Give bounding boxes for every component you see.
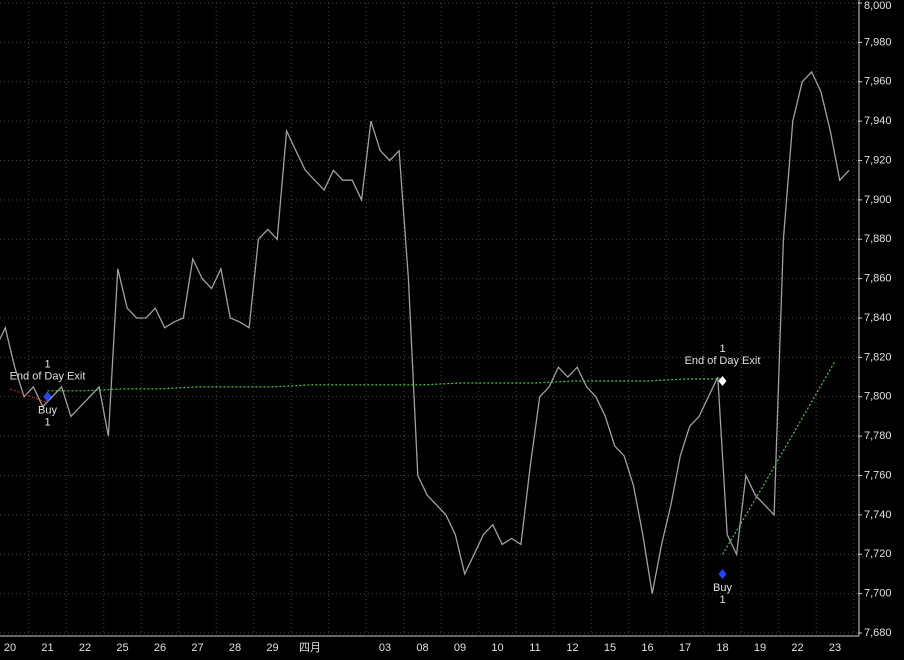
x-tick-label: 23 bbox=[829, 642, 841, 654]
x-tick-label: 19 bbox=[754, 642, 766, 654]
y-tick-label: 8,000 bbox=[864, 0, 892, 12]
y-tick-label: 7,780 bbox=[864, 430, 892, 442]
y-tick-label: 7,940 bbox=[864, 115, 892, 127]
series-line bbox=[0, 70, 850, 594]
y-tick-label: 7,860 bbox=[864, 273, 892, 285]
x-tick-label: 09 bbox=[454, 642, 466, 654]
trade-label: End of Day Exit bbox=[685, 355, 761, 367]
x-tick-label: 22 bbox=[791, 642, 803, 654]
trade-qty: 1 bbox=[719, 594, 725, 606]
x-tick-label: 20 bbox=[4, 642, 16, 654]
y-tick-label: 7,800 bbox=[864, 391, 892, 403]
y-tick-label: 7,720 bbox=[864, 548, 892, 560]
x-tick-label: 12 bbox=[566, 642, 578, 654]
y-tick-label: 7,760 bbox=[864, 469, 892, 481]
y-tick-label: 7,900 bbox=[864, 194, 892, 206]
trade-qty: 1 bbox=[719, 343, 725, 355]
trade-label: Buy bbox=[38, 405, 57, 417]
x-tick-label: 29 bbox=[266, 642, 278, 654]
x-tick-label: 10 bbox=[491, 642, 503, 654]
y-tick-label: 7,920 bbox=[864, 154, 892, 166]
y-tick-label: 7,840 bbox=[864, 312, 892, 324]
x-tick-label: 四月 bbox=[299, 642, 321, 654]
series-line bbox=[9, 388, 48, 404]
x-tick-label: 28 bbox=[229, 642, 241, 654]
y-tick-label: 7,960 bbox=[864, 76, 892, 88]
trade-label: Buy bbox=[713, 582, 732, 594]
x-tick-label: 08 bbox=[416, 642, 428, 654]
x-tick-label: 18 bbox=[716, 642, 728, 654]
x-tick-label: 17 bbox=[679, 642, 691, 654]
trade-qty: 1 bbox=[44, 359, 50, 371]
series-line bbox=[721, 361, 836, 555]
x-tick-label: 03 bbox=[379, 642, 391, 654]
x-tick-label: 16 bbox=[641, 642, 653, 654]
y-tick-label: 7,880 bbox=[864, 233, 892, 245]
trade-label: End of Day Exit bbox=[10, 371, 86, 383]
trade-qty: 1 bbox=[44, 417, 50, 429]
y-tick-label: 7,680 bbox=[864, 627, 892, 639]
x-tick-label: 11 bbox=[529, 642, 540, 654]
x-tick-label: 25 bbox=[116, 642, 128, 654]
x-tick-label: 15 bbox=[604, 642, 616, 654]
y-tick-label: 7,980 bbox=[864, 36, 892, 48]
y-tick-label: 7,700 bbox=[864, 588, 892, 600]
x-tick-label: 22 bbox=[79, 642, 91, 654]
y-tick-label: 7,820 bbox=[864, 351, 892, 363]
x-tick-label: 26 bbox=[154, 642, 166, 654]
y-tick-label: 7,740 bbox=[864, 509, 892, 521]
trade-marker bbox=[718, 568, 727, 579]
trade-marker bbox=[718, 376, 727, 386]
x-tick-label: 21 bbox=[41, 642, 53, 654]
x-tick-label: 27 bbox=[191, 642, 203, 654]
series-line bbox=[47, 378, 723, 392]
trade-marker bbox=[43, 391, 52, 402]
